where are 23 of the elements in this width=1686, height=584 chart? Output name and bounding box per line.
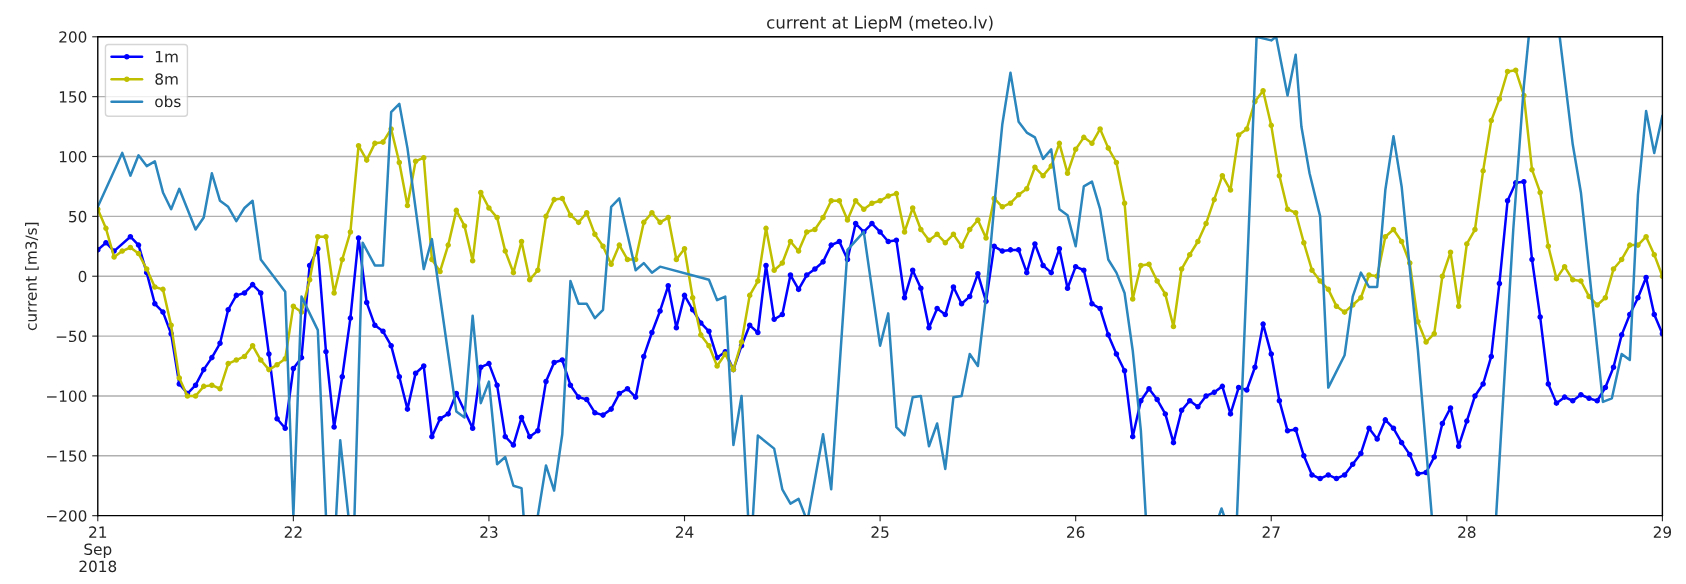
- y-axis-title: current [m3/s]: [25, 222, 39, 331]
- x-tick-label: 24: [675, 526, 694, 538]
- y-tick-label: −200: [47, 510, 87, 522]
- x-tick-label: 28: [1458, 526, 1476, 538]
- x-tick-label: 29: [1653, 526, 1672, 538]
- y-tick-label: 150: [59, 91, 87, 103]
- y-tick-label: 100: [59, 150, 87, 163]
- y-tick-label: −150: [47, 450, 87, 462]
- legend-label: obs: [155, 95, 181, 108]
- y-tick-label: −50: [56, 330, 87, 343]
- x-tick-label: 25: [871, 526, 889, 538]
- legend-label: 1m: [155, 51, 178, 63]
- x-tick-label: 21 Sep 2018: [79, 526, 117, 573]
- y-tick-label: 0: [78, 270, 87, 283]
- chart-title: current at LiepM (meteo.lv): [767, 15, 993, 32]
- x-tick-label: 22: [284, 526, 302, 538]
- y-tick-label: −100: [47, 390, 87, 402]
- y-tick-label: 50: [69, 210, 87, 223]
- legend-label: 8m: [155, 73, 178, 85]
- y-tick-label: 200: [59, 31, 87, 43]
- x-tick-label: 27: [1262, 526, 1280, 538]
- x-tick-label: 23: [480, 526, 498, 538]
- x-tick-label: 26: [1067, 526, 1085, 538]
